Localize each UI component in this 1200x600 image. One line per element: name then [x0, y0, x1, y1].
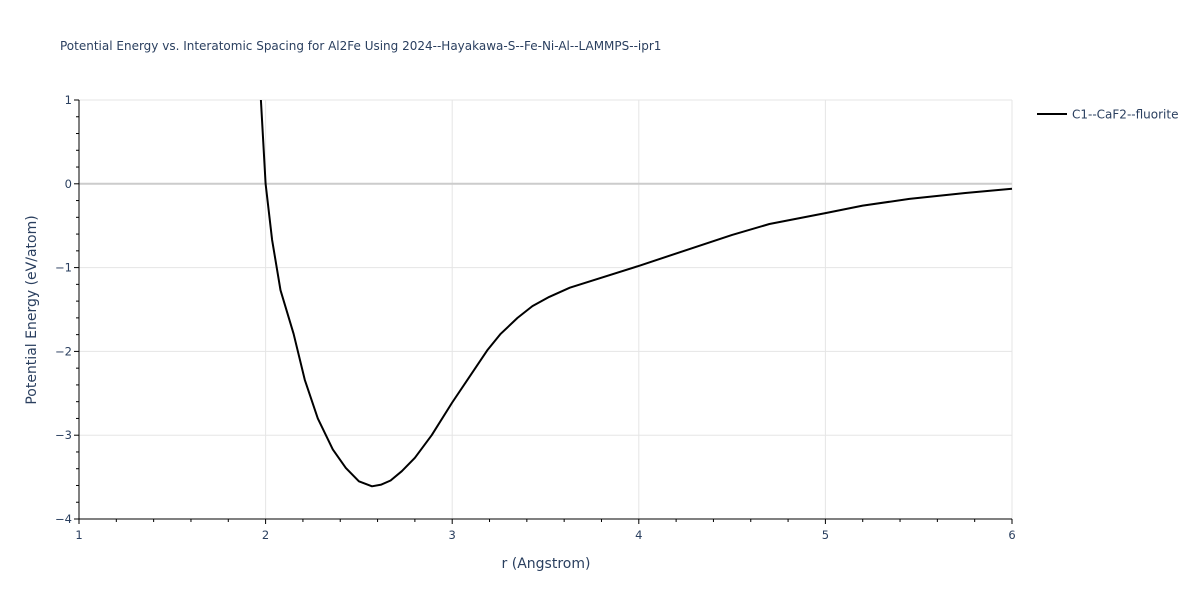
- y-tick-label: −2: [55, 344, 72, 358]
- y-tick-label: 0: [65, 177, 72, 191]
- legend[interactable]: C1--CaF2--fluorite: [1037, 108, 1178, 122]
- series-line[interactable]: [259, 99, 1013, 488]
- gridlines: [79, 99, 1013, 519]
- x-tick-label: 2: [262, 528, 269, 542]
- y-tick-label: −3: [55, 428, 72, 442]
- x-tick-label: 5: [822, 528, 829, 542]
- x-axis: 1 2 3 4 5 6: [75, 518, 1016, 542]
- x-axis-title: r (Angstrom): [502, 556, 591, 572]
- x-tick-label: 3: [449, 528, 456, 542]
- y-tick-label: 1: [65, 93, 72, 107]
- y-tick-label: −1: [55, 261, 72, 275]
- x-tick-label: 6: [1008, 528, 1015, 542]
- y-tick-label: −4: [55, 512, 72, 526]
- x-tick-label: 1: [75, 528, 82, 542]
- chart-title: Potential Energy vs. Interatomic Spacing…: [60, 39, 661, 53]
- legend-item-label[interactable]: C1--CaF2--fluorite: [1072, 108, 1178, 122]
- x-tick-label: 4: [635, 528, 642, 542]
- y-axis-title: Potential Energy (eV/atom): [24, 215, 40, 404]
- y-axis: 1 0 −1 −2 −3 −4: [55, 93, 80, 526]
- plot-area[interactable]: [259, 99, 1013, 488]
